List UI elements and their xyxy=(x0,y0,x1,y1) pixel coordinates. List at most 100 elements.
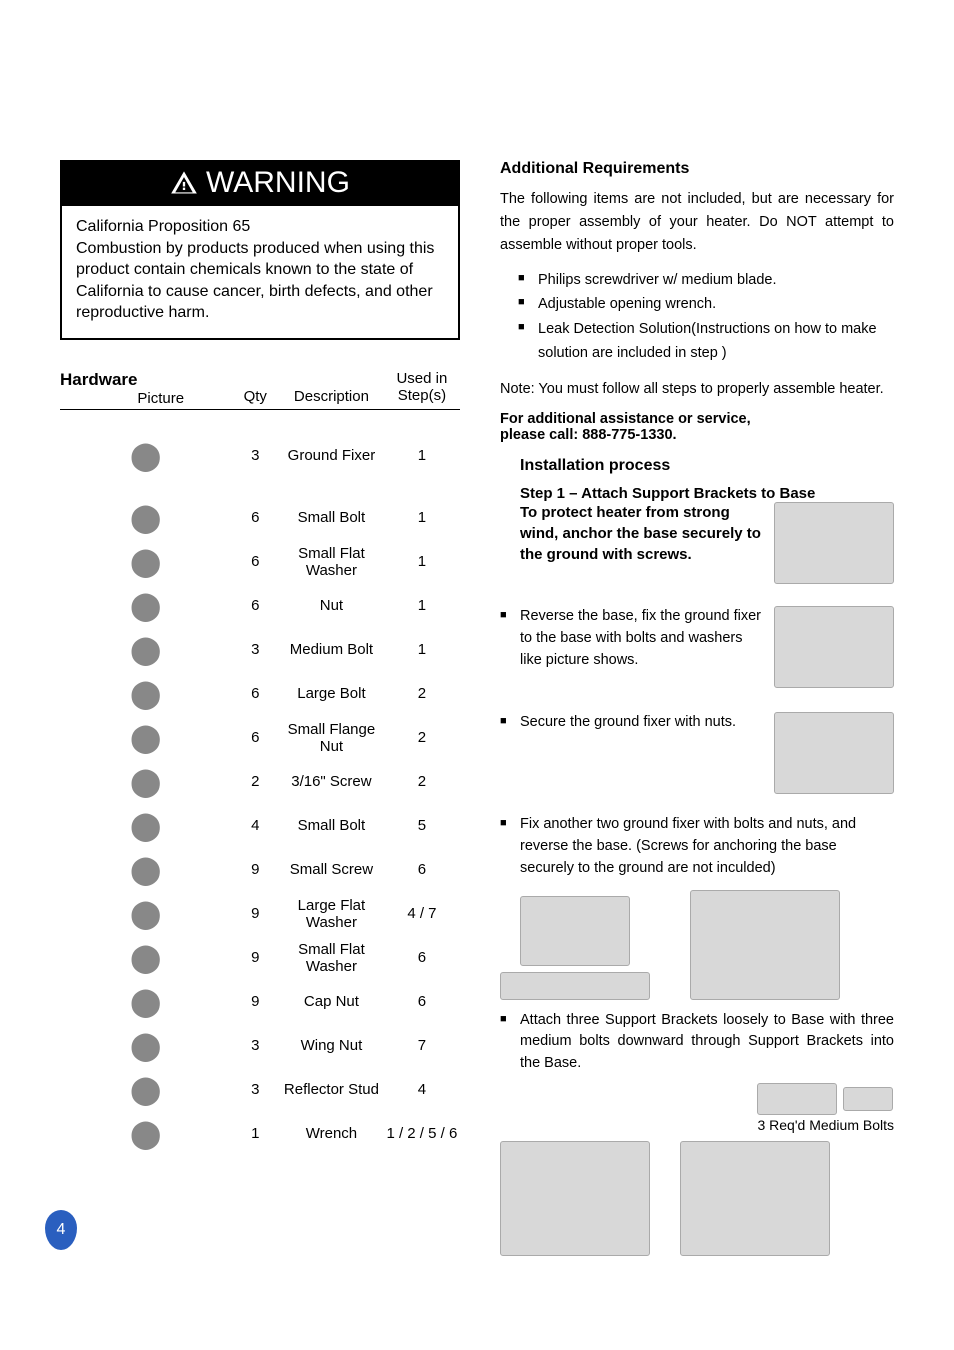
warning-body: California Proposition 65 Combustion by … xyxy=(62,206,458,338)
cell-qty: 6 xyxy=(231,685,279,702)
bolts-strip-image xyxy=(500,972,650,1000)
cell-step: 7 xyxy=(384,1037,460,1054)
table-row: ⬤6Small Flange Nut2 xyxy=(60,716,460,760)
list-item: Leak Detection Solution(Instructions on … xyxy=(518,317,894,366)
step1-bullet-2: Secure the ground fixer with nuts. xyxy=(500,712,894,734)
base-top-image xyxy=(690,890,840,1000)
cell-step: 1 xyxy=(384,447,460,464)
table-row: ⬤ 9Small Flat Washer6 xyxy=(60,936,460,980)
table-row: ⬤23/16" Screw2 xyxy=(60,760,460,804)
cell-step: 5 xyxy=(384,817,460,834)
cell-desc: Large Bolt xyxy=(279,685,384,702)
table-row: ⬤3Wing Nut7 xyxy=(60,1024,460,1068)
table-row: ⬤3Medium Bolt1 xyxy=(60,628,460,672)
cell-qty: 2 xyxy=(231,773,279,790)
hardware-part-icon: ⬤ xyxy=(130,1117,161,1150)
table-row: ⬤ 9Small Screw6 xyxy=(60,848,460,892)
hardware-part-icon: ⬤ xyxy=(130,941,161,974)
table-row: ⬤3Ground Fixer1 xyxy=(60,416,460,496)
cell-step: 1 xyxy=(384,509,460,526)
table-row: ⬤ 4Small Bolt5 xyxy=(60,804,460,848)
cell-step: 1 xyxy=(384,553,460,570)
cell-qty: 3 xyxy=(231,1037,279,1054)
hardware-part-icon: ⬤ xyxy=(130,545,161,578)
cell-qty: 1 xyxy=(231,1125,279,1142)
cell-desc: Small Flange Nut xyxy=(279,721,384,755)
hardware-part-icon: ⬤ xyxy=(130,589,161,622)
table-row: ⬤6Small Bolt1 xyxy=(60,496,460,540)
cell-qty: 6 xyxy=(231,597,279,614)
note-text: Note: You must follow all steps to prope… xyxy=(500,378,894,401)
warning-text: Combustion by products produced when usi… xyxy=(76,238,444,324)
cell-step: 1 / 2 / 5 / 6 xyxy=(384,1125,460,1142)
cell-desc: Small Flat Washer xyxy=(279,941,384,975)
cell-qty: 4 xyxy=(231,817,279,834)
step1-bullet-1: Reverse the base, fix the ground fixer t… xyxy=(500,606,894,671)
col-qty: Qty xyxy=(231,370,279,407)
hardware-part-icon: ⬤ xyxy=(130,809,161,842)
cell-step: 6 xyxy=(384,949,460,966)
step1-image-1 xyxy=(774,502,894,588)
cell-step: 4 / 7 xyxy=(384,905,460,922)
cell-qty: 9 xyxy=(231,949,279,966)
cell-qty: 6 xyxy=(231,509,279,526)
cell-qty: 3 xyxy=(231,1081,279,1098)
step1-title: Step 1 – Attach Support Brackets to Base xyxy=(520,485,894,502)
list-item: Adjustable opening wrench. xyxy=(518,292,894,317)
cell-desc: Large Flat Washer xyxy=(279,897,384,931)
cell-step: 2 xyxy=(384,685,460,702)
bracket-small-image xyxy=(757,1083,837,1115)
cell-desc: Small Flat Washer xyxy=(279,545,384,579)
cell-step: 6 xyxy=(384,993,460,1010)
warning-title: WARNING xyxy=(206,166,350,200)
table-row: ⬤ 6Small Flat Washer1 xyxy=(60,540,460,584)
warning-box: WARNING California Proposition 65 Combus… xyxy=(60,160,460,340)
cell-step: 1 xyxy=(384,641,460,658)
hardware-part-icon: ⬤ xyxy=(130,439,161,472)
step1-bullet-4: Attach three Support Brackets loosely to… xyxy=(500,1010,894,1075)
hardware-part-icon: ⬤ xyxy=(130,853,161,886)
step1-image-row xyxy=(500,890,894,1000)
cell-desc: Reflector Stud xyxy=(279,1081,384,1098)
hardware-part-icon: ⬤ xyxy=(130,721,161,754)
cell-desc: Small Bolt xyxy=(279,817,384,834)
col-step: Used in Step(s) xyxy=(384,370,460,407)
hardware-part-icon: ⬤ xyxy=(130,765,161,798)
assistance-text: For additional assistance or service, pl… xyxy=(500,411,894,443)
cell-qty: 9 xyxy=(231,861,279,878)
hardware-part-icon: ⬤ xyxy=(130,1073,161,1106)
cell-step: 2 xyxy=(384,729,460,746)
table-row: ⬤6Nut1 xyxy=(60,584,460,628)
base-assembly-image-1 xyxy=(500,1141,650,1256)
additional-requirements-title: Additional Requirements xyxy=(500,160,894,178)
cell-desc: Medium Bolt xyxy=(279,641,384,658)
table-row: ⬤ 1Wrench1 / 2 / 5 / 6 xyxy=(60,1112,460,1156)
table-row: ⬤ 3Reflector Stud4 xyxy=(60,1068,460,1112)
warning-header: WARNING xyxy=(62,162,458,206)
warning-icon xyxy=(170,169,198,197)
cell-desc: Wing Nut xyxy=(279,1037,384,1054)
hardware-table-header: Hardware Picture Qty Description Used in… xyxy=(60,370,460,407)
cell-qty: 3 xyxy=(231,641,279,658)
cell-desc: Wrench xyxy=(279,1125,384,1142)
bracket-image xyxy=(520,896,630,966)
cell-step: 6 xyxy=(384,861,460,878)
req-medium-bolts-label: 3 Req'd Medium Bolts xyxy=(757,1117,894,1133)
list-item: Philips screwdriver w/ medium blade. xyxy=(518,268,894,293)
cell-desc: Small Screw xyxy=(279,861,384,878)
warning-subheading: California Proposition 65 xyxy=(76,216,444,238)
cell-desc: Nut xyxy=(279,597,384,614)
hardware-part-icon: ⬤ xyxy=(130,677,161,710)
hardware-part-icon: ⬤ xyxy=(130,897,161,930)
base-assembly-image-2 xyxy=(680,1141,830,1256)
cell-qty: 9 xyxy=(231,905,279,922)
cell-qty: 9 xyxy=(231,993,279,1010)
installation-process-title: Installation process xyxy=(500,457,894,475)
cell-step: 4 xyxy=(384,1081,460,1098)
hardware-part-icon: ⬤ xyxy=(130,501,161,534)
table-row: ⬤9Cap Nut6 xyxy=(60,980,460,1024)
cell-desc: Ground Fixer xyxy=(279,447,384,464)
cell-desc: Cap Nut xyxy=(279,993,384,1010)
table-row: ⬤ 9Large Flat Washer4 / 7 xyxy=(60,892,460,936)
cell-qty: 6 xyxy=(231,553,279,570)
